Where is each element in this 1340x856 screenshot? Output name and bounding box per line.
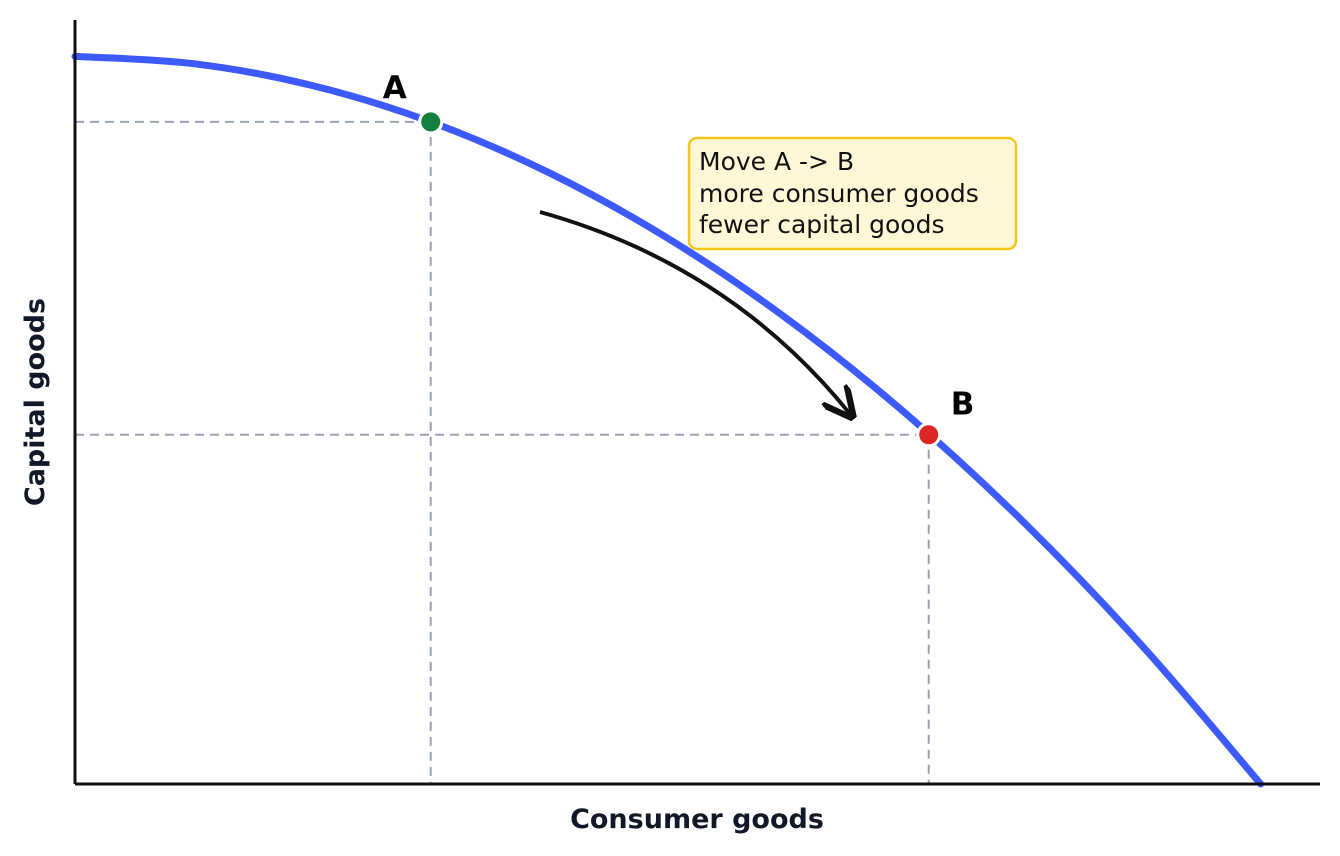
point-label-b: B [951, 387, 975, 423]
annotation-box: Move A -> B more consumer goods fewer ca… [687, 136, 1018, 251]
annotation-line-2: more consumer goods [699, 179, 979, 208]
move-arrow [539, 210, 850, 414]
point-label-a: A [383, 70, 407, 106]
points-group: AB [383, 70, 975, 448]
y-axis-label: Capital goods [20, 298, 51, 506]
point-b [916, 422, 942, 448]
annotation-rect [687, 136, 1018, 251]
guide-lines [75, 120, 930, 784]
annotation-line-3: fewer capital goods [699, 210, 944, 239]
annotation-line-1: Move A -> B [699, 147, 854, 176]
ppf-curve [71, 52, 1265, 788]
x-axis-label: Consumer goods [570, 804, 824, 835]
point-a [418, 109, 444, 135]
